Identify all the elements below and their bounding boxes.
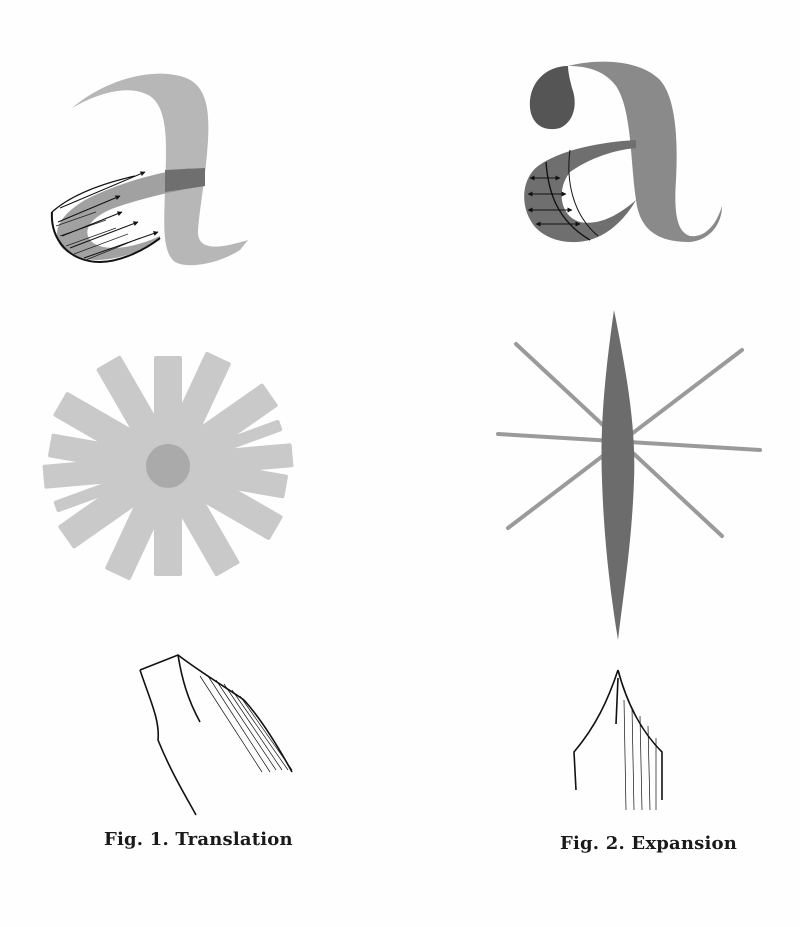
expansion-swelling-stroke	[601, 310, 635, 640]
figure-2-expansion	[496, 61, 762, 811]
translation-star-center	[146, 444, 190, 488]
figure-1-caption: Fig. 1. Translation	[104, 829, 293, 850]
translation-letter-a	[50, 73, 248, 266]
letter-a-overlap	[165, 168, 205, 192]
letter-a-terminal	[529, 66, 575, 130]
letter-a-bowl-outline	[50, 211, 161, 264]
expansion-arrows	[527, 175, 581, 227]
letter-a-bowl-stroke	[524, 140, 636, 243]
figure-1-translation	[42, 73, 294, 816]
broad-nib-pen-icon	[139, 654, 293, 816]
letter-a-arch-stroke	[568, 61, 722, 242]
letter-a-arch-stroke	[72, 73, 248, 266]
expansion-letter-a	[524, 61, 722, 243]
translation-arrows	[57, 171, 159, 259]
pointed-pen-icon	[573, 669, 663, 811]
figure-2-caption: Fig. 2. Expansion	[560, 833, 738, 854]
